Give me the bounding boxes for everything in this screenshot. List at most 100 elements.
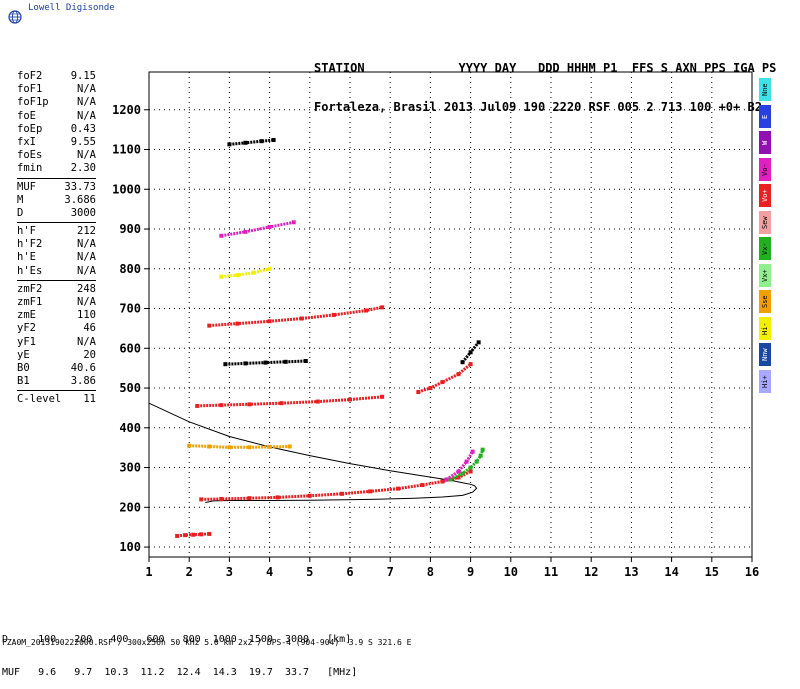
legend-swatch: Nne [759, 78, 771, 101]
echo-point [303, 359, 308, 364]
separator-line [17, 177, 96, 179]
echo-point [183, 533, 188, 538]
param-value: 0.43 [70, 122, 96, 135]
param-label: C-level [17, 393, 62, 406]
param-row: foEs N/A [0, 149, 100, 162]
param-label: h'F2 [17, 238, 43, 251]
param-row: fmin 2.30 [0, 162, 100, 175]
param-value: N/A [77, 251, 96, 264]
legend-label: Vx- [761, 242, 769, 255]
param-row: fxI 9.55 [0, 136, 100, 149]
x-tick-label: 8 [427, 565, 434, 579]
echo-point [380, 305, 385, 310]
param-value: N/A [77, 149, 96, 162]
echo-point [460, 360, 465, 365]
param-label: fmin [17, 162, 43, 175]
param-value: 11 [83, 393, 96, 406]
param-row: yE 20 [0, 349, 100, 362]
ionogram-chart: 1 2 3 4 5 6 7 8 9 10 11 12 13 14 15 1610020030040050060… [112, 71, 759, 579]
param-row: yF1 N/A [0, 336, 100, 349]
legend-label: Hi+ [761, 374, 769, 388]
legend-label: Vo+ [761, 189, 769, 202]
y-tick-label: 400 [119, 421, 141, 435]
param-value: N/A [77, 96, 96, 109]
muf-table: D 100 200 400 600 800 1000 1500 3000 [km… [2, 612, 357, 689]
echo-point [470, 449, 475, 454]
param-value: 2.30 [70, 162, 96, 175]
echo-trace [445, 450, 474, 481]
param-row: B1 3.86 [0, 375, 100, 388]
globe-icon [8, 10, 22, 24]
echo-point [207, 323, 212, 328]
y-tick-label: 1100 [112, 143, 141, 157]
legend-label: E [761, 113, 769, 119]
param-label: B0 [17, 361, 30, 374]
param-row: yF2 46 [0, 322, 100, 335]
legend-swatch: W [759, 131, 771, 154]
muf-values-row: MUF 9.6 9.7 10.3 11.2 12.4 14.3 19.7 33.… [2, 667, 358, 678]
legend-label: Vo- [761, 162, 769, 176]
brand-name: Lowell Digisonde [28, 3, 115, 13]
legend-swatch: Vx- [759, 237, 771, 260]
echo-point [259, 139, 264, 144]
param-row: foF1 N/A [0, 83, 100, 96]
legend-label: Hi- [761, 321, 769, 335]
header-labels: STATION YYYY DAY DDD HHHM P1 FFS S AXN P… [314, 61, 777, 75]
param-value: 9.15 [70, 70, 96, 82]
echo-point [420, 483, 425, 488]
param-label: zmE [17, 309, 36, 322]
legend-swatch: Sse [759, 290, 771, 313]
param-separator [0, 176, 100, 181]
param-row: h'Es N/A [0, 265, 100, 278]
x-tick-label: 4 [266, 565, 273, 579]
echo-trace [449, 449, 485, 481]
y-tick-label: 500 [119, 381, 141, 395]
echo-point [331, 312, 336, 317]
param-row: h'F 212 [0, 225, 100, 238]
x-tick-label: 15 [705, 565, 719, 579]
x-tick-label: 3 [226, 565, 233, 579]
file-footer: FZA0M_2013190222000.RSF / 300x256h 50 kH… [2, 638, 412, 647]
echo-point [468, 362, 473, 367]
param-row: M 3.686 [0, 194, 100, 207]
x-tick-label: 14 [664, 565, 678, 579]
plot-frame [148, 71, 753, 558]
param-label: foE [17, 109, 36, 122]
param-label: h'Es [17, 264, 43, 277]
param-row: C-level 11 [0, 393, 100, 406]
param-separator [0, 278, 100, 283]
legend-label: Nne [761, 83, 769, 96]
legend-swatch: Hi+ [759, 369, 771, 393]
legend-label: Nnw [761, 348, 769, 361]
param-value: 9.55 [70, 135, 96, 148]
y-tick-label: 200 [119, 500, 141, 514]
param-label: foEp [17, 122, 43, 135]
param-label: zmF1 [17, 296, 43, 308]
echo-point [339, 491, 344, 496]
echo-point [440, 479, 445, 484]
param-label: foEs [17, 149, 43, 162]
echo-point [243, 361, 248, 366]
x-tick-label: 2 [186, 565, 193, 579]
separator-line [17, 279, 96, 281]
echo-point [456, 372, 461, 377]
param-value: N/A [77, 238, 96, 251]
legend-label: Sse [761, 295, 769, 308]
param-row: foF2 9.15 [0, 70, 100, 83]
brand-logo: Lowell Digisonde [6, 2, 206, 24]
param-row: h'E N/A [0, 251, 100, 264]
legend-swatch: Sew [759, 210, 771, 234]
y-tick-label: 600 [119, 341, 141, 355]
legend-swatch: Nnw [759, 343, 771, 366]
echo-trace [201, 470, 472, 501]
y-tick-label: 1000 [112, 182, 141, 196]
echo-trace [209, 305, 383, 328]
echo-point [223, 362, 228, 367]
param-label: h'F [17, 225, 36, 238]
echo-point [251, 270, 256, 275]
x-tick-label: 6 [346, 565, 353, 579]
param-row: D 3000 [0, 207, 100, 220]
echo-point [480, 447, 485, 452]
separator-line [17, 390, 96, 392]
echo-point [440, 380, 445, 385]
